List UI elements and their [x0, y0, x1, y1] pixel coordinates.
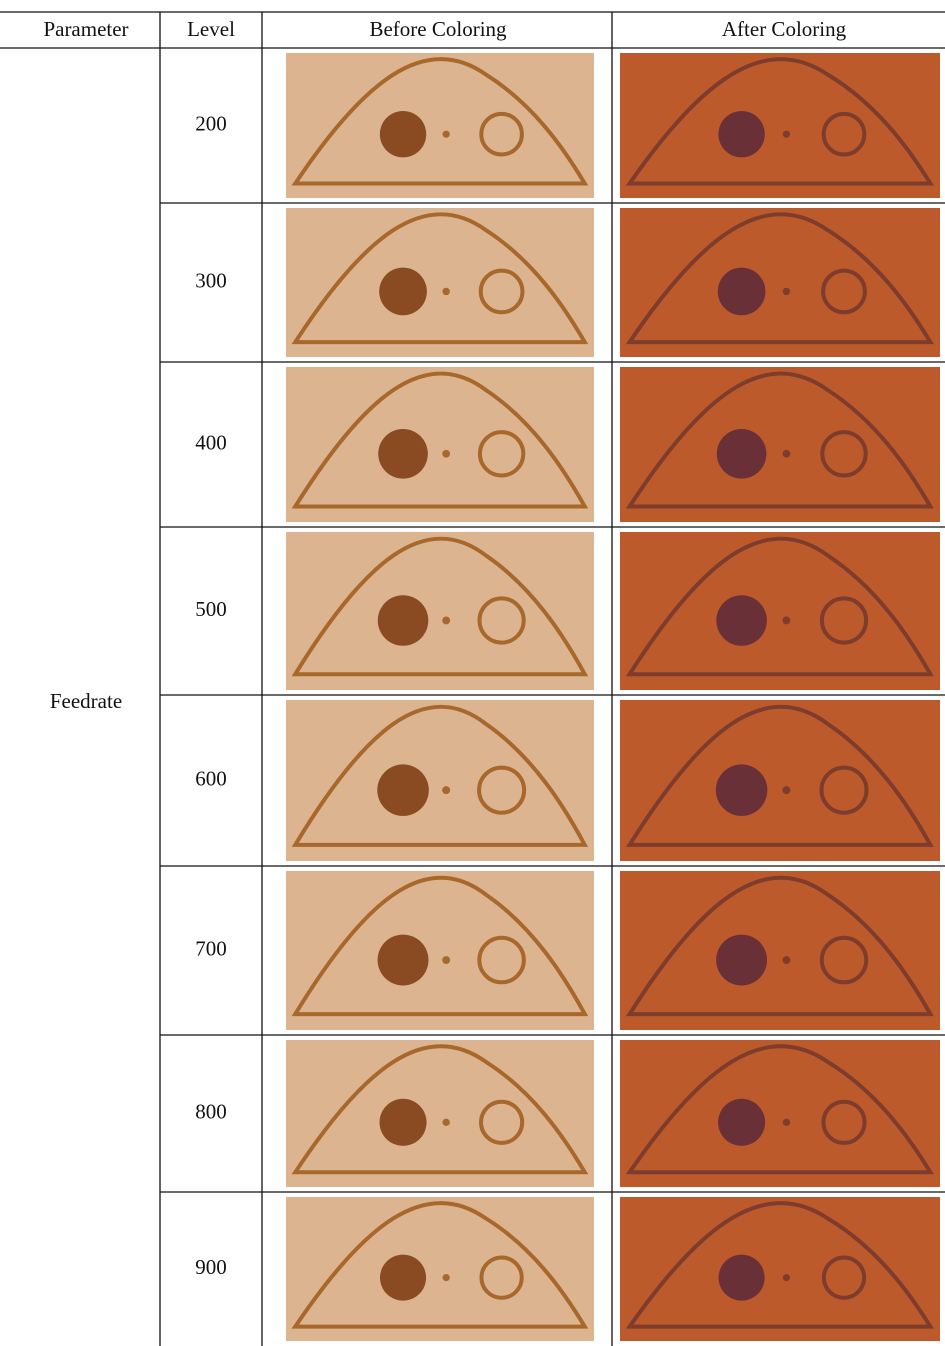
level-cell: 300 [195, 268, 227, 292]
level-cell: 900 [195, 1255, 227, 1279]
filled-circle [378, 429, 428, 479]
table: Parameter Level Before Coloring After Co… [0, 0, 945, 1346]
filled-circle [718, 1099, 765, 1146]
sample-photo [286, 367, 594, 522]
sample-photo [620, 208, 940, 357]
photo-background [286, 700, 594, 861]
photo-background [286, 367, 594, 522]
filled-circle [378, 595, 429, 646]
level-cell: 600 [195, 766, 227, 790]
filled-circle [716, 595, 767, 646]
filled-circle [717, 429, 767, 479]
small-dot [782, 786, 790, 794]
photo-background [286, 53, 594, 198]
small-dot [783, 1274, 790, 1281]
photo-background [286, 208, 594, 357]
small-dot [443, 1274, 450, 1281]
parameter-cell: Feedrate [50, 689, 122, 713]
photo-background [620, 700, 940, 861]
filled-circle [718, 268, 766, 316]
sample-photo [620, 53, 940, 198]
photo-background [286, 871, 594, 1030]
sample-photo [286, 53, 594, 198]
photo-background [620, 367, 940, 522]
filled-circle [716, 764, 768, 816]
sample-photo [620, 700, 940, 861]
filled-circle [380, 1099, 427, 1146]
level-cell: 800 [195, 1099, 227, 1123]
small-dot [782, 956, 790, 964]
filled-circle [719, 1255, 765, 1301]
filled-circle [377, 764, 429, 816]
photo-background [620, 1040, 940, 1187]
photo-background [286, 1040, 594, 1187]
photo-background [620, 1197, 940, 1341]
level-cell: 400 [195, 430, 227, 454]
small-dot [783, 288, 790, 295]
level-cell: 700 [195, 936, 227, 960]
level-cell: 200 [195, 111, 227, 135]
filled-circle [380, 111, 426, 157]
small-dot [442, 617, 450, 625]
sample-photo [286, 1040, 594, 1187]
small-dot [783, 131, 790, 138]
sample-photo [286, 532, 594, 690]
sample-photo [286, 871, 594, 1030]
sample-photo [286, 208, 594, 357]
filled-circle [718, 111, 764, 157]
photo-background [286, 1197, 594, 1341]
sample-photo [286, 1197, 594, 1341]
sample-photo [286, 700, 594, 861]
sample-photo [620, 532, 940, 690]
small-dot [443, 131, 450, 138]
sample-photo [620, 1197, 940, 1341]
header-cell: After Coloring [722, 17, 847, 41]
small-dot [783, 1119, 790, 1126]
sample-photo [620, 367, 940, 522]
photo-background [620, 53, 940, 198]
sample-photo [620, 1040, 940, 1187]
filled-circle [378, 935, 429, 986]
sample-photo [620, 871, 940, 1030]
level-cell: 500 [195, 597, 227, 621]
filled-circle [379, 268, 427, 316]
header-cell: Parameter [43, 17, 128, 41]
small-dot [442, 1119, 449, 1126]
header-cell: Before Coloring [369, 17, 507, 41]
page: Parameter Level Before Coloring After Co… [0, 0, 945, 1346]
photo-background [620, 208, 940, 357]
small-dot [442, 288, 449, 295]
filled-circle [380, 1255, 426, 1301]
small-dot [783, 450, 791, 458]
photo-background [286, 532, 594, 690]
small-dot [442, 450, 450, 458]
small-dot [782, 617, 790, 625]
photo-background [620, 871, 940, 1030]
small-dot [442, 786, 450, 794]
photo-background [620, 532, 940, 690]
small-dot [442, 956, 450, 964]
filled-circle [716, 935, 767, 986]
header-cell: Level [187, 17, 235, 41]
